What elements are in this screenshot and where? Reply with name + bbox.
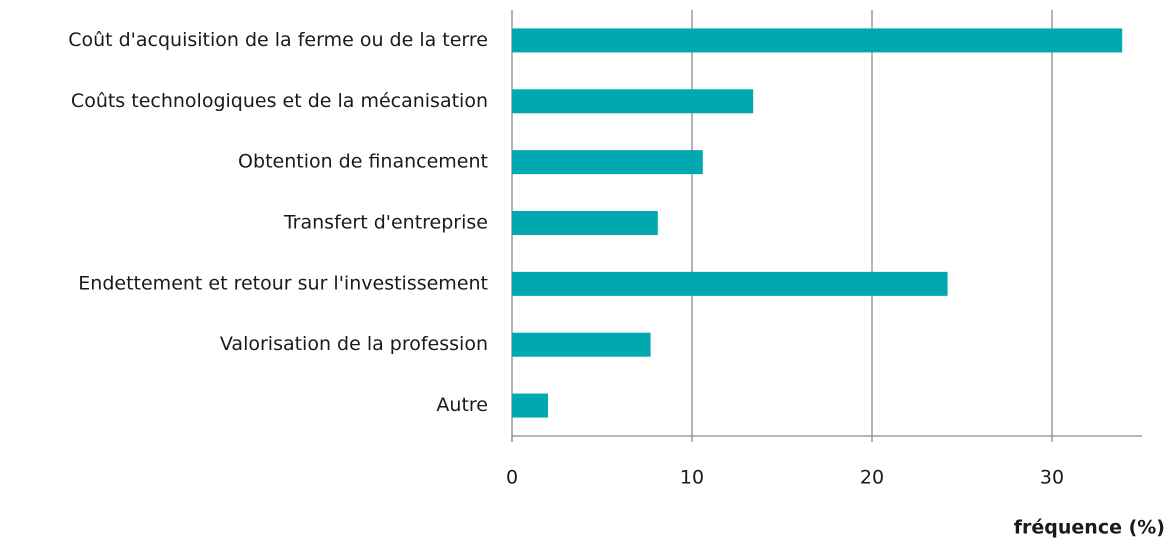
y-tick-label: Valorisation de la profession — [220, 333, 488, 355]
bar — [512, 150, 703, 175]
bar — [512, 271, 948, 296]
y-tick-label: Endettement et retour sur l'investisseme… — [78, 272, 488, 294]
y-tick-label: Obtention de financement — [238, 151, 488, 173]
x-tick-label: 30 — [1040, 467, 1064, 489]
y-tick-label: Coûts technologiques et de la mécanisati… — [71, 90, 488, 112]
bar — [512, 211, 658, 235]
y-tick-label: Coût d'acquisition de la ferme ou de la … — [68, 29, 488, 51]
x-tick-label: 20 — [860, 467, 884, 489]
x-axis-title: fréquence (%) — [1014, 517, 1165, 539]
bar — [512, 393, 548, 418]
x-tick-label: 0 — [506, 467, 518, 489]
bar — [512, 28, 1123, 53]
y-tick-label: Transfert d'entreprise — [283, 212, 488, 234]
x-tick-label: 10 — [680, 467, 704, 489]
bar — [512, 89, 754, 114]
bar — [512, 332, 651, 357]
y-tick-label: Autre — [436, 394, 488, 416]
